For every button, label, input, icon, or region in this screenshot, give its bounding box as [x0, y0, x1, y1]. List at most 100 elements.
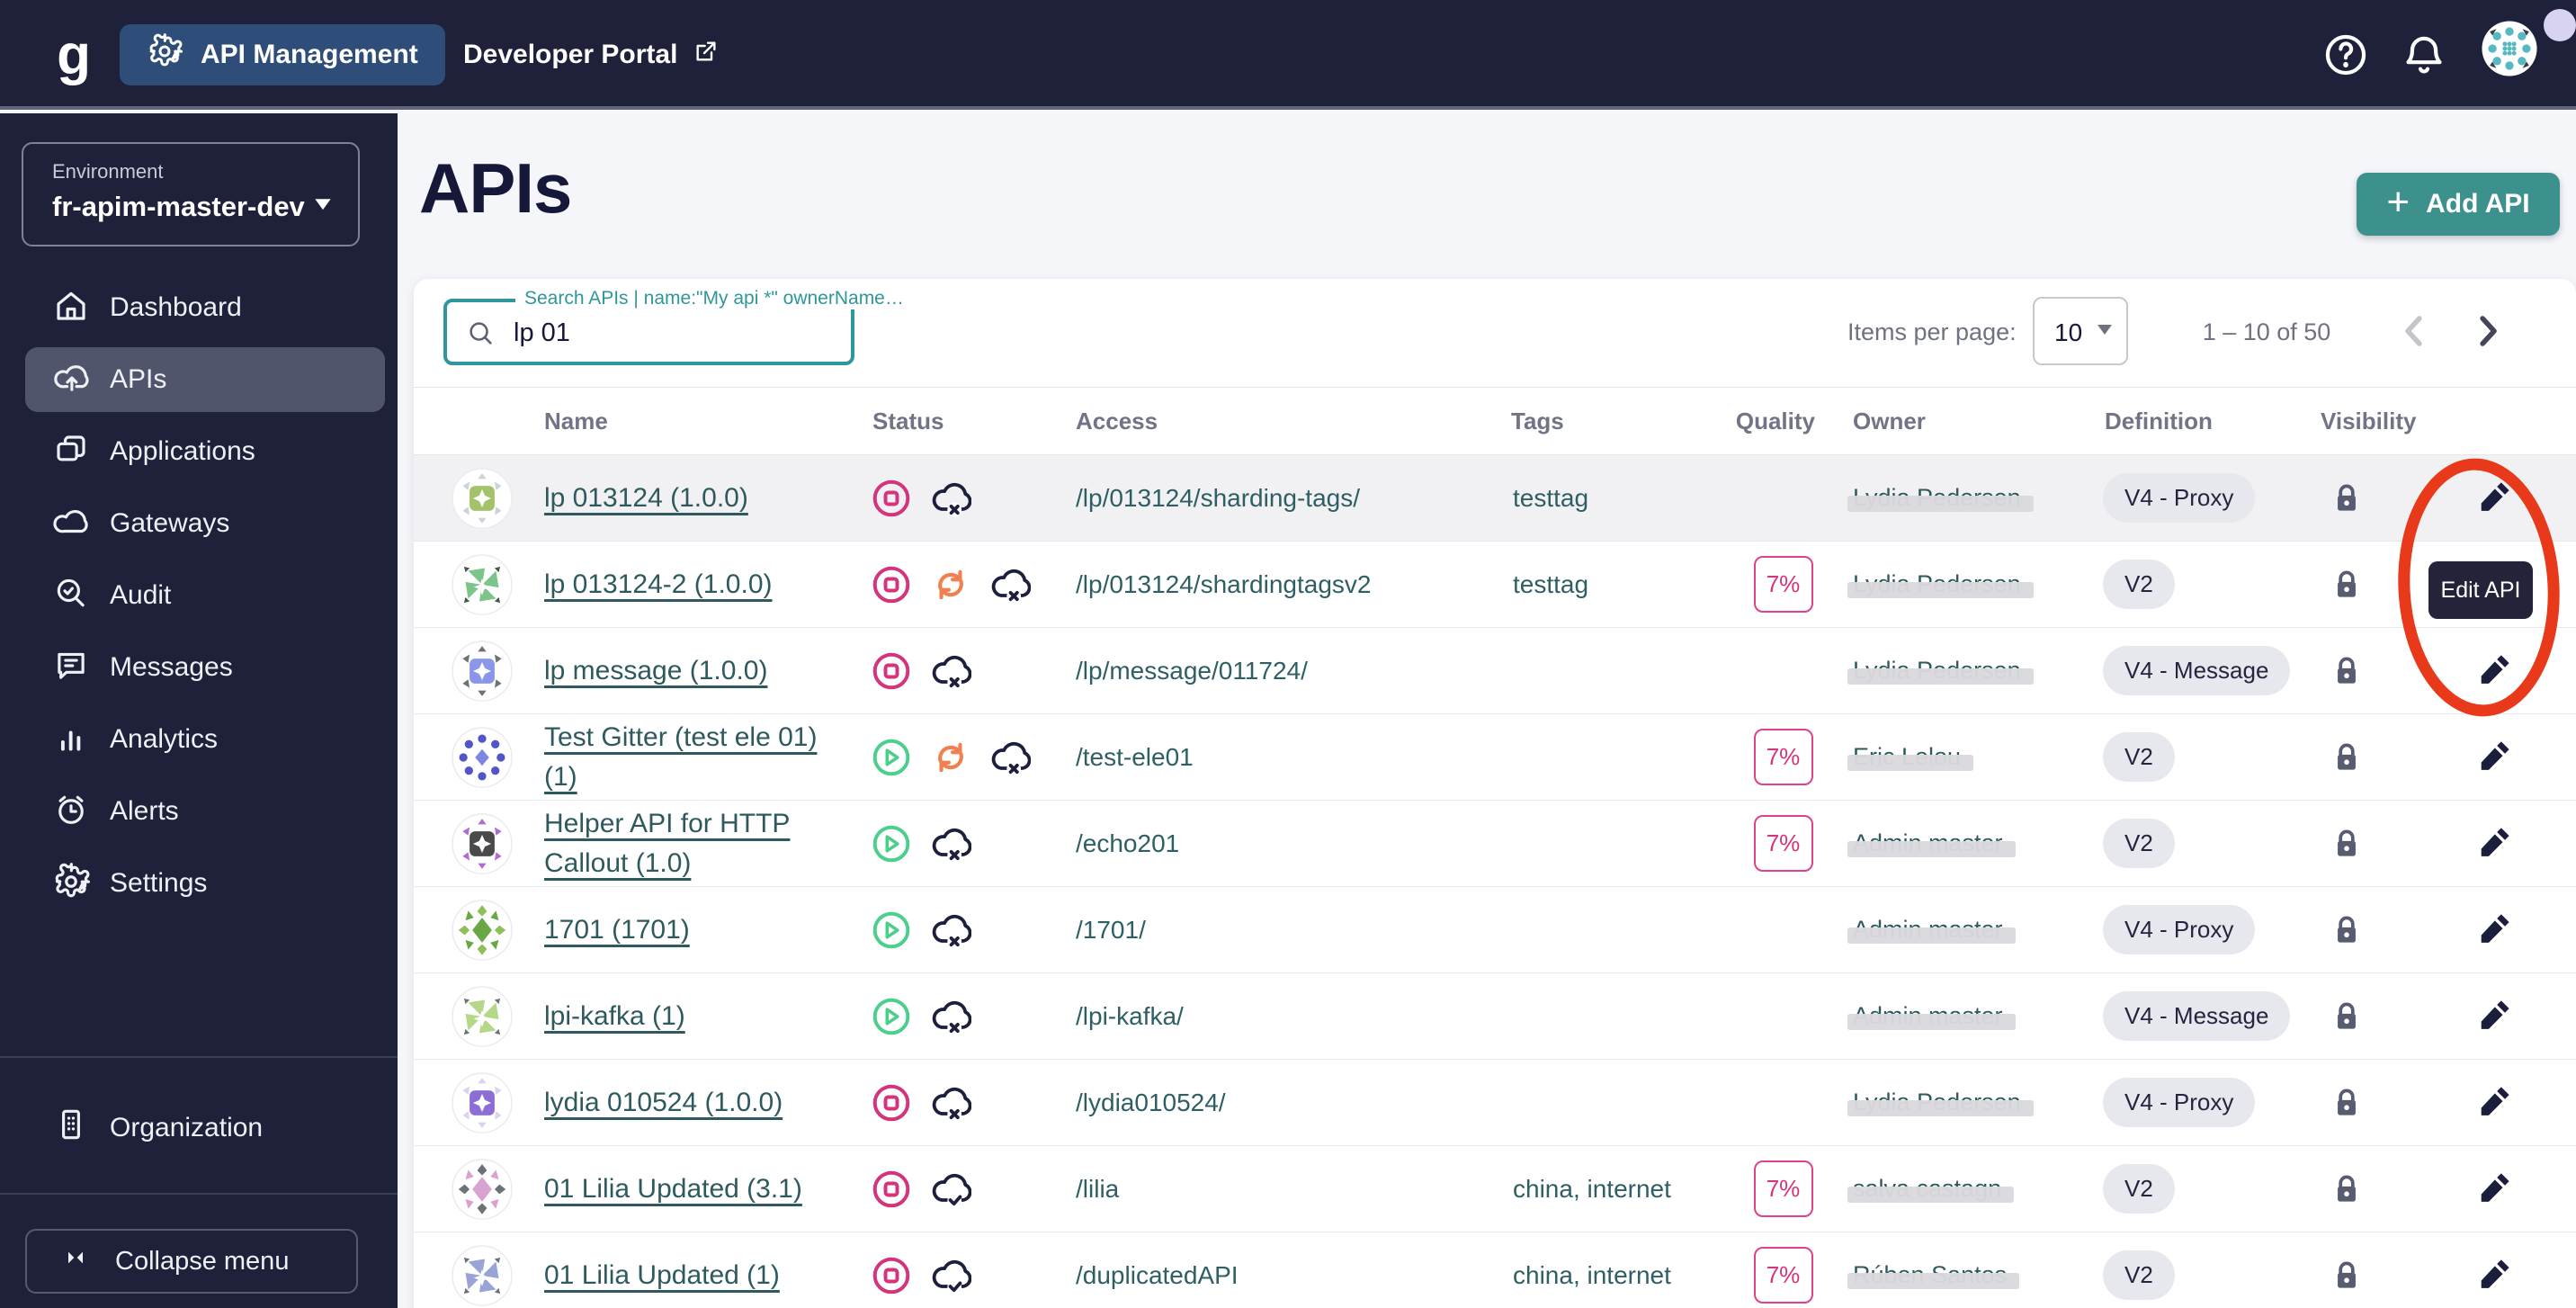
sidebar-item-analytics[interactable]: Analytics	[0, 703, 398, 775]
api-name-link[interactable]: lydia 010524 (1.0.0)	[544, 1087, 783, 1117]
sidebar-item-applications[interactable]: Applications	[0, 416, 398, 488]
table-row[interactable]: 1701 (1701) /1701/Admin master V4 - Proxy	[414, 887, 2576, 973]
api-owner-redacted: Admin master	[1847, 1002, 2016, 1030]
lock-icon	[2338, 916, 2356, 943]
add-api-button[interactable]: + Add API	[2357, 173, 2560, 236]
api-access-path: /lp/013124/shardingtagsv2	[1076, 569, 1372, 598]
api-owner-redacted: salva castagn	[1847, 1175, 2015, 1203]
definition-badge: V4 - Message	[2103, 646, 2291, 695]
sidebar-item-dashboard[interactable]: Dashboard	[0, 272, 398, 344]
messages-icon	[52, 647, 90, 689]
api-access-path: /lp/013124/sharding-tags/	[1076, 483, 1360, 512]
edit-api-button[interactable]	[2471, 649, 2516, 694]
status-started-icon	[871, 996, 912, 1037]
sidebar-item-organization[interactable]: Organization	[0, 1092, 398, 1164]
column-header-quality: Quality	[1735, 407, 1815, 435]
api-name-link[interactable]: lp 013124 (1.0.0)	[544, 482, 748, 513]
status-stopped-icon	[871, 564, 912, 605]
sidebar-item-apis[interactable]: APIs	[0, 344, 398, 416]
apps-icon	[52, 431, 90, 473]
lock-icon	[2338, 1002, 2356, 1029]
table-row[interactable]: lydia 010524 (1.0.0) /lydia010524/Lydia P…	[414, 1060, 2576, 1146]
api-name-link[interactable]: Helper API for HTTP Callout (1.0)	[544, 809, 791, 878]
api-access-path: /echo201	[1076, 829, 1180, 857]
page-title: APIs	[419, 148, 572, 228]
notifications-bell-icon[interactable]	[2399, 30, 2449, 80]
api-name-link[interactable]: lp 013124-2 (1.0.0)	[544, 569, 773, 599]
table-row[interactable]: 01 Lilia Updated (3.1) /lilia china, inter…	[414, 1146, 2576, 1232]
definition-badge: V2	[2103, 560, 2175, 609]
items-per-page-select[interactable]: 10	[2033, 297, 2128, 365]
definition-badge: V4 - Proxy	[2103, 1078, 2256, 1127]
table-row[interactable]: Helper API for HTTP Callout (1.0) /echo20…	[414, 801, 2576, 887]
status-not-deployed-icon	[930, 996, 971, 1037]
api-tags: testtag	[1513, 569, 1589, 598]
status-stopped-icon	[871, 650, 912, 692]
column-header-owner: Owner	[1853, 407, 1926, 435]
edit-api-button[interactable]	[2471, 821, 2516, 866]
sidebar-item-messages[interactable]: Messages	[0, 632, 398, 703]
api-tags: china, internet	[1513, 1174, 1671, 1203]
table-row[interactable]: 01 Lilia Updated (1) /duplicatedAPI china,…	[414, 1232, 2576, 1308]
search-input[interactable]	[512, 308, 839, 358]
edit-api-button[interactable]	[2471, 994, 2516, 1039]
api-name-link[interactable]: lpi-kafka (1)	[544, 1000, 685, 1031]
help-icon[interactable]	[2321, 30, 2371, 80]
audit-icon	[52, 575, 90, 617]
edit-api-button[interactable]	[2471, 1080, 2516, 1125]
definition-badge: V4 - Message	[2103, 991, 2291, 1041]
definition-badge: V2	[2103, 1250, 2175, 1300]
status-not-deployed-icon	[930, 909, 971, 951]
sidebar-item-alerts[interactable]: Alerts	[0, 775, 398, 847]
status-not-deployed-icon	[989, 564, 1031, 605]
developer-portal-link[interactable]: Developer Portal	[463, 0, 720, 110]
api-access-path: /test-ele01	[1076, 742, 1194, 771]
table-row[interactable]: lp 013124 (1.0.0) /lp/013124/sharding-tag…	[414, 455, 2576, 542]
api-name-link[interactable]: 01 Lilia Updated (1)	[544, 1259, 780, 1290]
api-name-link[interactable]: 01 Lilia Updated (3.1)	[544, 1173, 802, 1204]
gear-icon	[147, 33, 183, 76]
lock-icon	[2338, 743, 2356, 770]
lock-icon	[2338, 829, 2356, 856]
sidebar-item-audit[interactable]: Audit	[0, 560, 398, 632]
table-row[interactable]: lpi-kafka (1) /lpi-kafka/Admin master V4 -…	[414, 973, 2576, 1060]
api-name-link[interactable]: 1701 (1701)	[544, 914, 690, 945]
edit-api-button[interactable]	[2471, 1167, 2516, 1212]
edit-api-button[interactable]	[2471, 908, 2516, 953]
column-header-tags: Tags	[1511, 407, 1564, 435]
sidebar-item-gateways[interactable]: Gateways	[0, 488, 398, 560]
previous-page-button[interactable]	[2389, 306, 2439, 356]
edit-api-button[interactable]	[2471, 1253, 2516, 1298]
sidebar-item-settings[interactable]: Settings	[0, 847, 398, 919]
status-not-deployed-icon	[989, 737, 1031, 778]
user-avatar[interactable]	[2481, 20, 2538, 77]
table-row[interactable]: lp 013124-2 (1.0.0) /lp/013124/shardingta…	[414, 542, 2576, 628]
next-page-button[interactable]	[2463, 306, 2513, 356]
environment-selector[interactable]: Environment fr-apim-master-dev	[22, 142, 360, 246]
api-name-link[interactable]: Test Gitter (test ele 01) (1)	[544, 722, 818, 792]
definition-badge: V4 - Proxy	[2103, 473, 2256, 523]
lock-icon	[2338, 570, 2356, 597]
quality-badge: 7%	[1753, 815, 1813, 872]
edit-api-button[interactable]	[2471, 476, 2516, 521]
table-row[interactable]: Test Gitter (test ele 01) (1) /test-ele01…	[414, 714, 2576, 801]
gear-icon	[52, 862, 91, 905]
table-body: lp 013124 (1.0.0) /lp/013124/sharding-tag…	[414, 455, 2576, 1308]
collapse-menu-button[interactable]: Collapse menu	[25, 1229, 358, 1294]
status-not-deployed-icon	[930, 1082, 971, 1124]
api-avatar	[452, 1071, 513, 1133]
api-avatar	[452, 553, 513, 615]
divider	[0, 1193, 398, 1195]
quality-badge: 7%	[1753, 1160, 1813, 1217]
edit-api-button[interactable]	[2471, 735, 2516, 780]
lock-icon	[2338, 1089, 2356, 1115]
api-owner-redacted: Lydia Pedersen	[1847, 657, 2034, 685]
api-avatar	[452, 1244, 513, 1306]
analytics-icon	[52, 719, 90, 761]
status-deployed-icon	[930, 1255, 971, 1296]
table-row[interactable]: lp message (1.0.0) /lp/message/011724/Lyd…	[414, 628, 2576, 714]
api-access-path: /1701/	[1076, 915, 1146, 944]
api-name-link[interactable]: lp message (1.0.0)	[544, 655, 768, 685]
api-management-switcher[interactable]: API Management	[120, 24, 445, 85]
